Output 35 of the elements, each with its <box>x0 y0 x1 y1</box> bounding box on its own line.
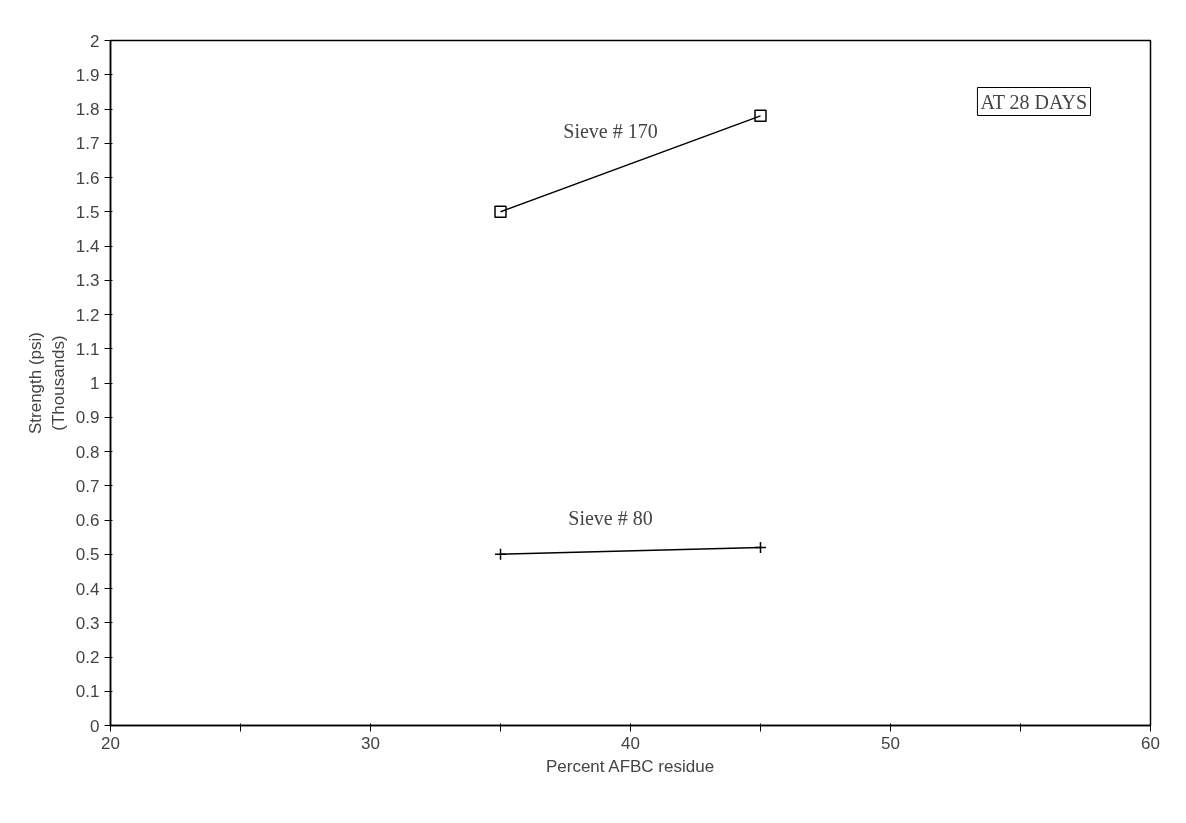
y-tick-label: 0.8 <box>75 442 100 462</box>
y-tick-label: 0.5 <box>75 545 100 565</box>
y-tick-label: 0.6 <box>75 511 100 530</box>
point <box>754 541 767 554</box>
y-tick-label: 1.8 <box>75 100 100 119</box>
annotation: AT 28 DAYS <box>980 90 1088 113</box>
y-tick-label: 0.7 <box>75 476 100 496</box>
y-tick-label: 0.4 <box>75 579 100 599</box>
y-tick-label: 1.9 <box>75 65 100 85</box>
y-tick-label: 0.1 <box>75 682 100 702</box>
y-tick-label: 1.5 <box>75 202 100 222</box>
x-tick-label: 20 <box>101 733 120 753</box>
point <box>494 548 507 561</box>
x-axis-title: Percent AFBC residue <box>545 756 715 776</box>
y-tick-label: 1.1 <box>75 339 100 359</box>
y-tick-label: 1.3 <box>75 271 100 291</box>
x-tick-label: 60 <box>1141 733 1160 753</box>
y-tick-label: 1.6 <box>75 168 100 188</box>
y-tick-label: 0.9 <box>75 408 100 428</box>
series-label: Sieve # 80 <box>568 506 653 529</box>
y-tick-label: 0.3 <box>75 613 100 633</box>
y-axis-title: Strength (psi) (Thousands) <box>26 331 68 435</box>
y-tick-label: 1.2 <box>75 305 100 325</box>
y-tick-label: 1 <box>90 374 100 393</box>
point <box>754 109 767 123</box>
x-tick-label: 50 <box>881 733 900 753</box>
point <box>494 205 507 218</box>
y-tick-label: 1.7 <box>75 134 100 154</box>
y-tick-label: 0.2 <box>75 648 100 667</box>
y-tick-label: 1.4 <box>75 237 100 256</box>
x-tick-label: 30 <box>361 733 380 753</box>
y-tick-label: 0 <box>90 716 100 736</box>
y-tick-label: 2 <box>90 31 100 51</box>
x-tick-label: 40 <box>621 733 640 753</box>
series-label: Sieve # 170 <box>563 119 658 142</box>
